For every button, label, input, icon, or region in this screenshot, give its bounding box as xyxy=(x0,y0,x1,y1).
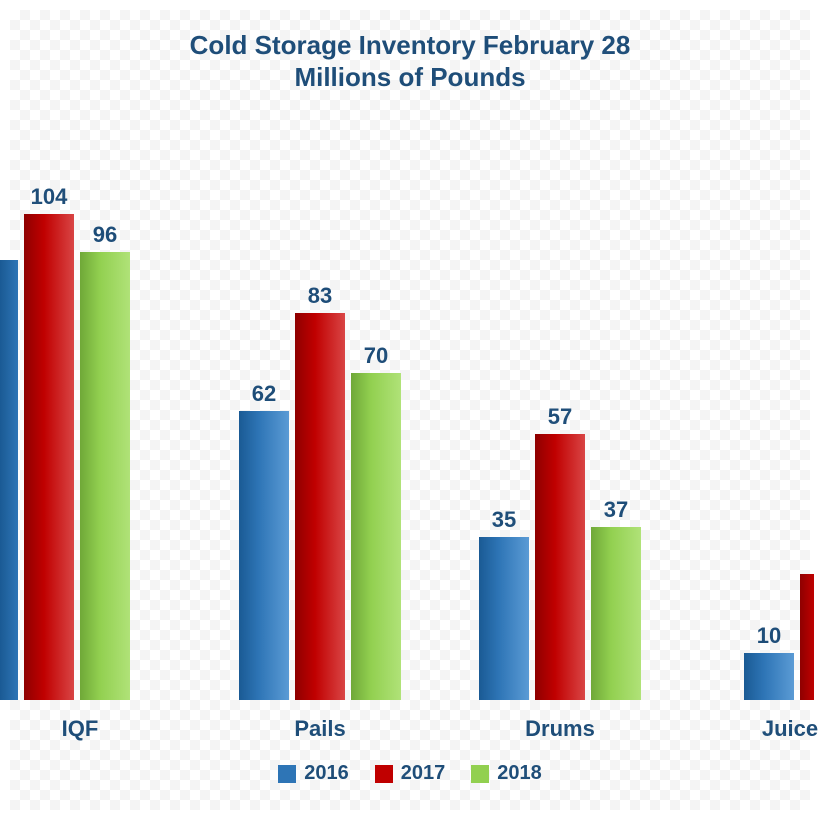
bar-drums-2017 xyxy=(535,434,585,700)
bar-label-drums-2017: 57 xyxy=(535,404,585,430)
category-label-juice: Juice xyxy=(740,716,820,742)
bar-label-iqf-2017: 104 xyxy=(24,184,74,210)
bar-iqf-2016 xyxy=(0,260,18,700)
bar-label-drums-2016: 35 xyxy=(479,507,529,533)
bar-label-juice-2016: 10 xyxy=(744,623,794,649)
legend-item-2017: 2017 xyxy=(375,762,446,785)
legend: 2016 2017 2018 xyxy=(0,762,820,785)
legend-swatch-2017 xyxy=(375,765,393,783)
bar-iqf-2017 xyxy=(24,214,74,700)
chart-title-line1: Cold Storage Inventory February 28 xyxy=(0,30,820,61)
category-label-drums: Drums xyxy=(510,716,610,742)
legend-swatch-2018 xyxy=(471,765,489,783)
bar-juice-2016 xyxy=(744,653,794,700)
chart-title-line2: Millions of Pounds xyxy=(0,62,820,93)
legend-item-2018: 2018 xyxy=(471,762,542,785)
checker-background xyxy=(10,10,810,810)
chart-canvas: Cold Storage Inventory February 28 Milli… xyxy=(0,0,820,820)
bar-drums-2018 xyxy=(591,527,641,700)
bar-label-pails-2018: 70 xyxy=(351,343,401,369)
bar-label-drums-2018: 37 xyxy=(591,497,641,523)
legend-label-2017: 2017 xyxy=(401,762,446,785)
bar-pails-2016 xyxy=(239,411,289,700)
bar-label-iqf-2018: 96 xyxy=(80,222,130,248)
bar-iqf-2018 xyxy=(80,252,130,700)
legend-label-2018: 2018 xyxy=(497,762,542,785)
category-label-pails: Pails xyxy=(270,716,370,742)
bar-drums-2016 xyxy=(479,537,529,700)
legend-item-2016: 2016 xyxy=(278,762,349,785)
category-label-iqf: IQF xyxy=(30,716,130,742)
bar-label-pails-2017: 83 xyxy=(295,283,345,309)
bar-juice-2017-partial xyxy=(800,574,814,700)
bar-pails-2018 xyxy=(351,373,401,700)
legend-label-2016: 2016 xyxy=(304,762,349,785)
legend-swatch-2016 xyxy=(278,765,296,783)
bar-label-pails-2016: 62 xyxy=(239,381,289,407)
bar-pails-2017 xyxy=(295,313,345,700)
